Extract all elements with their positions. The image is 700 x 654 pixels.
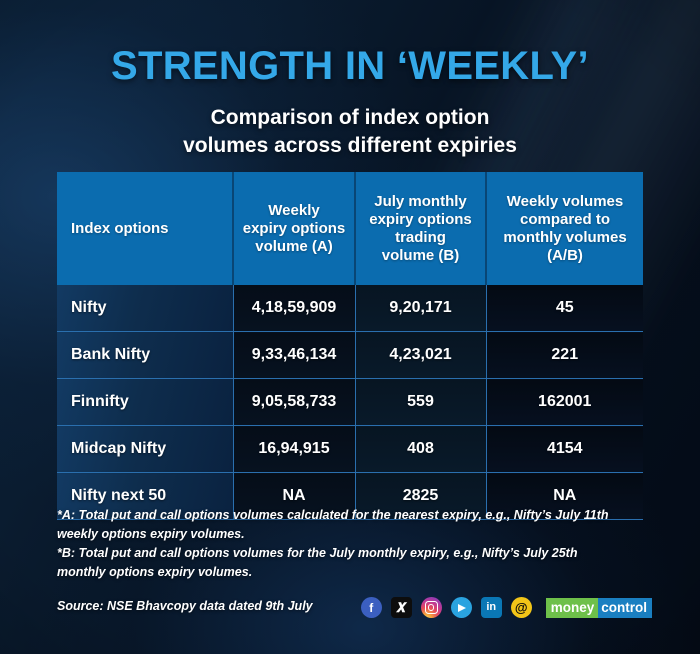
table-body: Nifty 4,18,59,909 9,20,171 45 Bank Nifty… — [57, 285, 643, 520]
comparison-table: Index options Weekly expiry options volu… — [57, 172, 643, 520]
cell-index-option: Nifty — [57, 285, 234, 332]
table-header-row: Index options Weekly expiry options volu… — [57, 172, 643, 285]
page-title: STRENGTH IN ‘WEEKLY’ — [111, 44, 589, 88]
logo-money-text: money — [545, 597, 599, 618]
table-row: Nifty next 50 NA 2825 NA — [57, 472, 643, 520]
cell-index-option: Finnifty — [57, 378, 234, 426]
cell-weekly-volume: 4,18,59,909 — [233, 285, 356, 332]
source-attribution: Source: NSE Bhavcopy data dated 9th July — [57, 599, 313, 613]
column-header-index-options-text: Index options — [71, 219, 169, 237]
table-row: Bank Nifty 9,33,46,134 4,23,021 221 — [57, 331, 643, 379]
cell-ratio: 162001 — [486, 378, 643, 426]
footnote-b-line-2: monthly options expiry volumes. — [57, 565, 253, 580]
telegram-icon[interactable] — [450, 597, 472, 618]
cell-index-option: Nifty next 50 — [57, 472, 234, 520]
cell-monthly-volume: 559 — [355, 378, 487, 426]
footnotes: *A: Total put and call options volumes c… — [57, 506, 657, 583]
column-header-monthly-volume-line-2: expiry options — [369, 210, 472, 228]
cell-monthly-volume: 408 — [355, 425, 487, 473]
cell-ratio: 4154 — [486, 425, 643, 473]
social-links-bar: f 𝑿 in @ money control — [360, 597, 652, 618]
footnote-a-line-1: *A: Total put and call options volumes c… — [57, 508, 609, 522]
cell-ratio: NA — [486, 472, 643, 520]
cell-weekly-volume: 16,94,915 — [233, 425, 356, 473]
column-header-monthly-volume-line-3: trading — [395, 228, 446, 246]
column-header-weekly-volume-line-3: volume (A) — [255, 237, 333, 255]
cell-ratio: 221 — [486, 331, 643, 379]
table-row: Finnifty 9,05,58,733 559 162001 — [57, 378, 643, 426]
telegram-glyph — [457, 603, 466, 612]
column-header-weekly-volume-line-1: Weekly — [268, 201, 320, 219]
threads-icon[interactable]: @ — [510, 597, 532, 618]
column-header-ratio-line-4: (A/B) — [547, 246, 583, 264]
subtitle-line-1: Comparison of index option — [210, 106, 490, 129]
cell-monthly-volume: 4,23,021 — [355, 331, 487, 379]
linkedin-icon[interactable]: in — [480, 597, 502, 618]
moneycontrol-logo[interactable]: money control — [545, 597, 652, 618]
column-header-monthly-volume: July monthly expiry options trading volu… — [355, 172, 487, 285]
cell-ratio: 45 — [486, 285, 643, 332]
page-subtitle: Comparison of index option volumes acros… — [0, 104, 700, 159]
table-header: Index options Weekly expiry options volu… — [57, 172, 643, 285]
cell-index-option: Bank Nifty — [57, 331, 234, 379]
linkedin-glyph: in — [486, 601, 497, 613]
column-header-ratio: Weekly volumes compared to monthly volum… — [486, 172, 643, 285]
column-header-ratio-line-2: compared to — [519, 210, 610, 228]
x-twitter-icon[interactable]: 𝑿 — [390, 597, 412, 618]
column-header-monthly-volume-line-1: July monthly — [374, 192, 467, 210]
facebook-icon[interactable]: f — [360, 597, 382, 618]
cell-monthly-volume: 9,20,171 — [355, 285, 487, 332]
column-header-index-options: Index options — [57, 172, 234, 285]
column-header-ratio-line-1: Weekly volumes — [506, 192, 624, 210]
x-glyph: 𝑿 — [396, 600, 407, 615]
instagram-glyph — [424, 601, 438, 614]
cell-weekly-volume: 9,33,46,134 — [233, 331, 356, 379]
logo-control-text: control — [598, 597, 652, 618]
subtitle-line-2: volumes across different expiries — [183, 133, 517, 157]
cell-weekly-volume: NA — [233, 472, 356, 520]
column-header-monthly-volume-line-4: volume (B) — [381, 246, 460, 264]
footnote-b-line-1: *B: Total put and call options volumes f… — [57, 546, 578, 561]
table-row: Nifty 4,18,59,909 9,20,171 45 — [57, 285, 643, 332]
facebook-glyph: f — [369, 600, 374, 615]
column-header-ratio-line-3: monthly volumes — [503, 228, 627, 246]
cell-monthly-volume: 2825 — [355, 472, 487, 520]
table-row: Midcap Nifty 16,94,915 408 4154 — [57, 425, 643, 473]
column-header-weekly-volume: Weekly expiry options volume (A) — [233, 172, 356, 285]
footnote-a-line-2: weekly options expiry volumes. — [57, 527, 245, 542]
column-header-weekly-volume-line-2: expiry options — [242, 219, 346, 237]
cell-weekly-volume: 9,05,58,733 — [233, 378, 356, 426]
cell-index-option: Midcap Nifty — [57, 425, 234, 473]
instagram-icon[interactable] — [420, 597, 442, 618]
threads-glyph: @ — [514, 600, 528, 615]
